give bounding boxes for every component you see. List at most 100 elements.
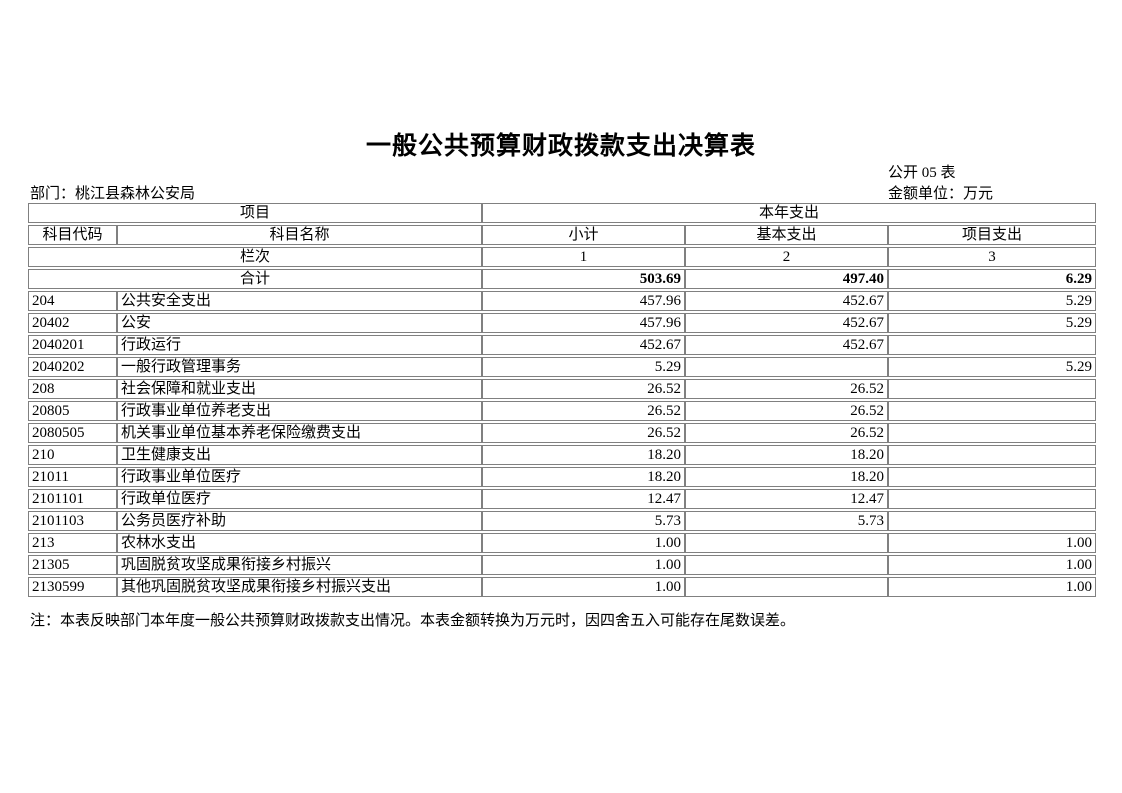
subject-name-cell: 机关事业单位基本养老保险缴费支出 — [117, 423, 483, 443]
column-index-3: 3 — [888, 247, 1097, 267]
subtotal-cell: 18.20 — [482, 445, 686, 465]
subject-name-cell: 其他巩固脱贫攻坚成果衔接乡村振兴支出 — [117, 577, 483, 597]
subtotal-cell: 5.29 — [482, 357, 686, 377]
subject-code-cell: 2080505 — [28, 423, 117, 443]
subject-code-cell: 213 — [28, 533, 117, 553]
table-row: 2101101 行政单位医疗 12.47 12.47 — [28, 489, 1097, 509]
subject-code-cell: 2101103 — [28, 511, 117, 531]
column-index-row: 栏次 1 2 3 — [28, 247, 1097, 267]
footnote: 注：本表反映部门本年度一般公共预算财政拨款支出情况。本表金额转换为万元时，因四舍… — [30, 613, 796, 629]
project-expense-cell: 1.00 — [888, 533, 1097, 553]
table-row: 20402 公安 457.96 452.67 5.29 — [28, 313, 1097, 333]
basic-expense-cell: 18.20 — [685, 467, 889, 487]
table-row: 2040201 行政运行 452.67 452.67 — [28, 335, 1097, 355]
subject-name-cell: 公共安全支出 — [117, 291, 483, 311]
subtotal-cell: 26.52 — [482, 423, 686, 443]
header-project-expense: 项目支出 — [888, 225, 1097, 245]
table-row: 213 农林水支出 1.00 1.00 — [28, 533, 1097, 553]
project-expense-cell: 5.29 — [888, 291, 1097, 311]
subject-code-cell: 2101101 — [28, 489, 117, 509]
table-row: 2040202 一般行政管理事务 5.29 5.29 — [28, 357, 1097, 377]
subject-code-cell: 20402 — [28, 313, 117, 333]
subject-code-cell: 2040201 — [28, 335, 117, 355]
subject-name-cell: 公务员医疗补助 — [117, 511, 483, 531]
header-year-expense-group: 本年支出 — [482, 203, 1097, 223]
basic-expense-cell: 26.52 — [685, 423, 889, 443]
column-index-2: 2 — [685, 247, 889, 267]
basic-expense-cell: 18.20 — [685, 445, 889, 465]
subtotal-cell: 12.47 — [482, 489, 686, 509]
subject-code-cell: 210 — [28, 445, 117, 465]
table-row: 2130599 其他巩固脱贫攻坚成果衔接乡村振兴支出 1.00 1.00 — [28, 577, 1097, 597]
subject-code-cell: 2040202 — [28, 357, 117, 377]
header-columns-row: 科目代码 科目名称 小计 基本支出 项目支出 — [28, 225, 1097, 245]
subject-name-cell: 卫生健康支出 — [117, 445, 483, 465]
subject-name-cell: 行政事业单位养老支出 — [117, 401, 483, 421]
subtotal-cell: 457.96 — [482, 313, 686, 333]
subject-name-cell: 行政事业单位医疗 — [117, 467, 483, 487]
basic-expense-cell: 452.67 — [685, 335, 889, 355]
budget-expenditure-table: 项目 本年支出 科目代码 科目名称 小计 基本支出 项目支出 栏次 1 2 3 … — [28, 201, 1097, 599]
project-expense-cell — [888, 423, 1097, 443]
header-subject-name: 科目名称 — [117, 225, 483, 245]
project-expense-cell — [888, 511, 1097, 531]
project-expense-cell — [888, 401, 1097, 421]
header-project-group: 项目 — [28, 203, 483, 223]
header-basic-expense: 基本支出 — [685, 225, 889, 245]
subject-name-cell: 社会保障和就业支出 — [117, 379, 483, 399]
table-row: 204 公共安全支出 457.96 452.67 5.29 — [28, 291, 1097, 311]
subject-name-cell: 公安 — [117, 313, 483, 333]
subtotal-cell: 26.52 — [482, 401, 686, 421]
basic-expense-cell — [685, 533, 889, 553]
basic-expense-cell — [685, 555, 889, 575]
subject-name-cell: 农林水支出 — [117, 533, 483, 553]
basic-expense-cell: 5.73 — [685, 511, 889, 531]
column-index-label: 栏次 — [28, 247, 483, 267]
subtotal-cell: 5.73 — [482, 511, 686, 531]
subtotal-cell: 1.00 — [482, 577, 686, 597]
project-expense-cell: 5.29 — [888, 313, 1097, 333]
total-row: 合计 503.69 497.40 6.29 — [28, 269, 1097, 289]
table-number-label: 公开 05 表 — [888, 165, 956, 181]
subject-code-cell: 204 — [28, 291, 117, 311]
amount-unit-label: 金额单位：万元 — [888, 186, 994, 202]
subject-code-cell: 208 — [28, 379, 117, 399]
total-basic-value: 497.40 — [685, 269, 889, 289]
table-row: 210 卫生健康支出 18.20 18.20 — [28, 445, 1097, 465]
project-expense-cell — [888, 489, 1097, 509]
project-expense-cell: 1.00 — [888, 555, 1097, 575]
subtotal-cell: 452.67 — [482, 335, 686, 355]
basic-expense-cell: 452.67 — [685, 313, 889, 333]
table-row: 20805 行政事业单位养老支出 26.52 26.52 — [28, 401, 1097, 421]
header-subject-code: 科目代码 — [28, 225, 117, 245]
subtotal-cell: 1.00 — [482, 555, 686, 575]
header-subtotal: 小计 — [482, 225, 686, 245]
subtotal-cell: 26.52 — [482, 379, 686, 399]
department-label: 部门：桃江县森林公安局 — [30, 186, 196, 202]
basic-expense-cell — [685, 577, 889, 597]
project-expense-cell — [888, 335, 1097, 355]
subject-code-cell: 20805 — [28, 401, 117, 421]
subject-name-cell: 巩固脱贫攻坚成果衔接乡村振兴 — [117, 555, 483, 575]
project-expense-cell: 5.29 — [888, 357, 1097, 377]
table-row: 21011 行政事业单位医疗 18.20 18.20 — [28, 467, 1097, 487]
subject-name-cell: 一般行政管理事务 — [117, 357, 483, 377]
table-row: 2101103 公务员医疗补助 5.73 5.73 — [28, 511, 1097, 531]
project-expense-cell — [888, 379, 1097, 399]
table-row: 2080505 机关事业单位基本养老保险缴费支出 26.52 26.52 — [28, 423, 1097, 443]
basic-expense-cell — [685, 357, 889, 377]
basic-expense-cell: 12.47 — [685, 489, 889, 509]
table-row: 208 社会保障和就业支出 26.52 26.52 — [28, 379, 1097, 399]
basic-expense-cell: 26.52 — [685, 401, 889, 421]
subtotal-cell: 18.20 — [482, 467, 686, 487]
basic-expense-cell: 452.67 — [685, 291, 889, 311]
subtotal-cell: 457.96 — [482, 291, 686, 311]
page-title: 一般公共预算财政拨款支出决算表 — [365, 133, 756, 160]
project-expense-cell — [888, 467, 1097, 487]
subject-code-cell: 21011 — [28, 467, 117, 487]
column-index-1: 1 — [482, 247, 686, 267]
subject-name-cell: 行政运行 — [117, 335, 483, 355]
total-subtotal-value: 503.69 — [482, 269, 686, 289]
basic-expense-cell: 26.52 — [685, 379, 889, 399]
total-project-value: 6.29 — [888, 269, 1097, 289]
